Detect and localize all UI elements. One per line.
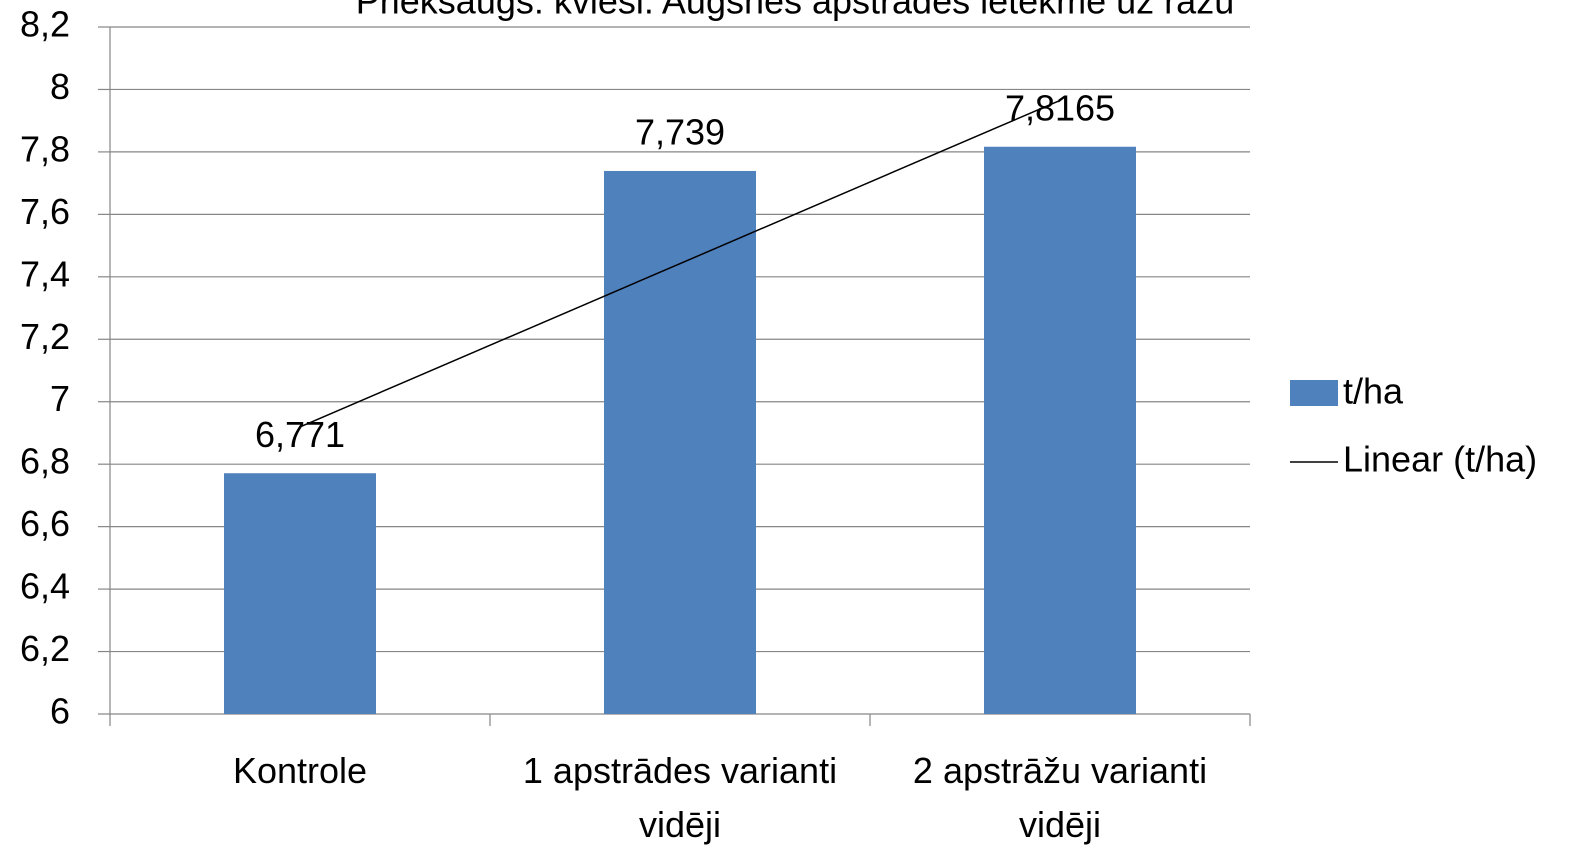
y-tick-label: 7: [50, 378, 70, 419]
y-tick-label: 8: [50, 66, 70, 107]
x-tick-label: Kontrole: [232, 750, 368, 791]
y-tick-label: 7,6: [20, 191, 70, 232]
y-tick-label: 8,2: [20, 4, 70, 45]
y-tick-label: 6,6: [20, 503, 70, 544]
y-tick-label: 7,8: [20, 128, 70, 169]
trendline: [299, 99, 1061, 428]
chart-title: Priekšaugs: kvieši. Augsnes apstrādes ie…: [356, 0, 1234, 22]
y-tick-label: 6,8: [20, 441, 70, 482]
y-tick-label: 6,2: [20, 628, 70, 669]
legend-label: Linear (t/ha): [1343, 439, 1537, 480]
legend-swatch: [1290, 380, 1338, 406]
x-tick-label: 1 apstrādes varianti vidēji: [522, 750, 838, 845]
bar: [224, 473, 376, 714]
x-tick-label: 2 apstrāžu varianti vidēji: [912, 750, 1208, 845]
y-tick-label: 7,2: [20, 316, 70, 357]
y-tick-label: 6,4: [20, 566, 70, 607]
legend-label: t/ha: [1343, 371, 1404, 412]
y-tick-label: 7,4: [20, 253, 70, 294]
bar: [604, 170, 756, 714]
data-label: 6,771: [255, 414, 345, 455]
data-label: 7,739: [635, 111, 725, 152]
bar: [984, 146, 1136, 714]
data-label: 7,8165: [1005, 87, 1115, 128]
y-tick-label: 6: [50, 691, 70, 732]
